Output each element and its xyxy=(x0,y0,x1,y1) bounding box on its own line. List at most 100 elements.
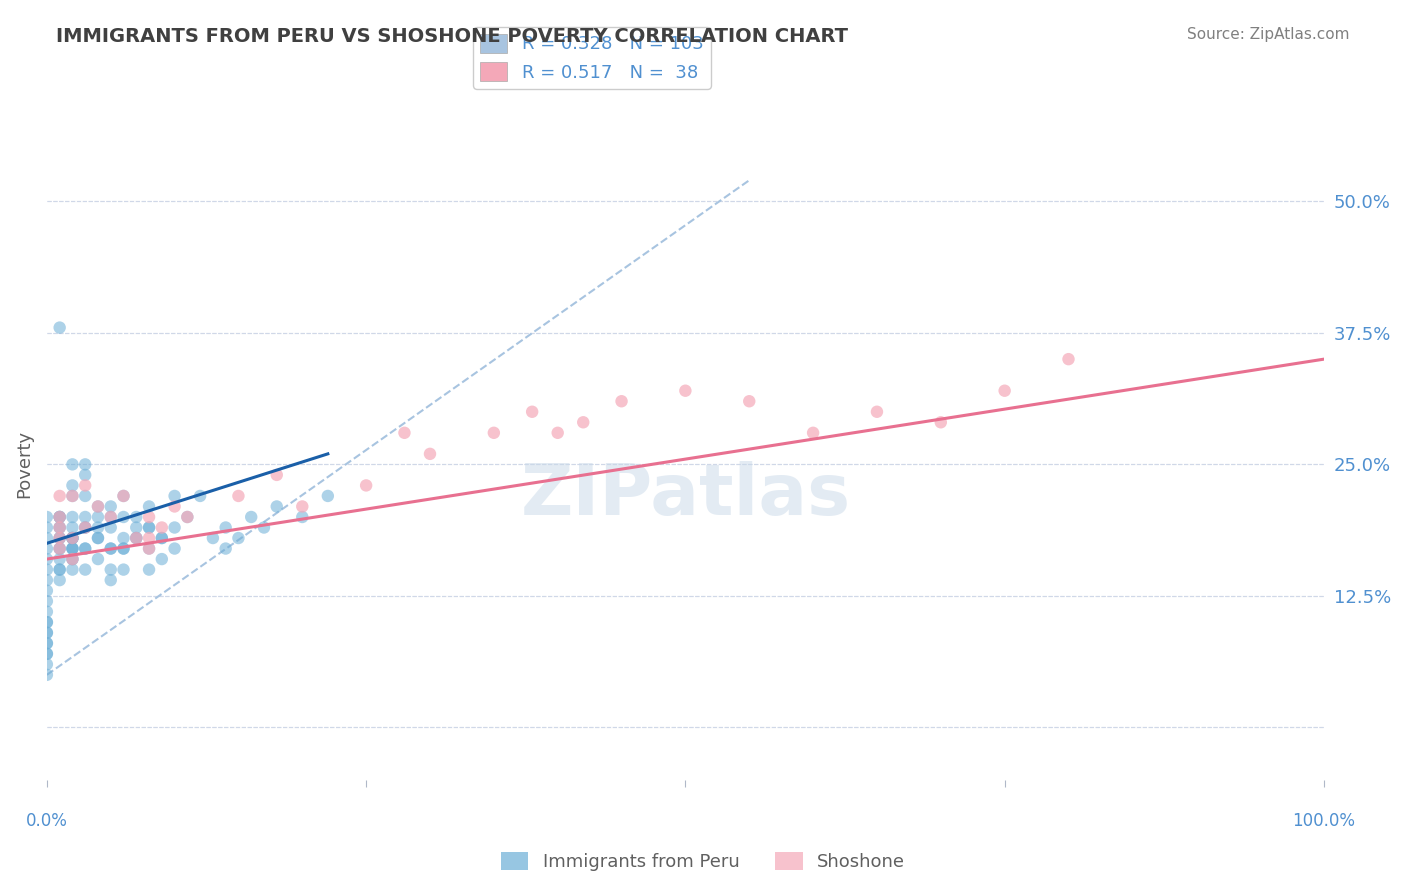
Point xyxy=(62,552,84,566)
Point xyxy=(62,489,84,503)
Point xyxy=(35,625,58,640)
Point xyxy=(100,573,122,587)
Point xyxy=(163,520,186,534)
Point xyxy=(48,320,70,334)
Point xyxy=(87,510,110,524)
Point xyxy=(35,625,58,640)
Point xyxy=(62,541,84,556)
Point xyxy=(150,531,173,545)
Point xyxy=(62,531,84,545)
Point xyxy=(100,510,122,524)
Point xyxy=(35,615,58,630)
Text: Source: ZipAtlas.com: Source: ZipAtlas.com xyxy=(1187,27,1350,42)
Point xyxy=(75,541,97,556)
Point xyxy=(125,510,148,524)
Point xyxy=(48,520,70,534)
Point xyxy=(87,500,110,514)
Point xyxy=(48,563,70,577)
Point xyxy=(138,520,160,534)
Point xyxy=(75,520,97,534)
Point xyxy=(62,541,84,556)
Point xyxy=(62,520,84,534)
Point xyxy=(112,541,135,556)
Point xyxy=(138,541,160,556)
Point xyxy=(291,500,314,514)
Point xyxy=(112,563,135,577)
Point xyxy=(48,531,70,545)
Point xyxy=(215,520,238,534)
Point xyxy=(188,489,211,503)
Point xyxy=(62,541,84,556)
Point xyxy=(138,520,160,534)
Point xyxy=(138,500,160,514)
Point xyxy=(62,552,84,566)
Point xyxy=(125,520,148,534)
Point xyxy=(48,531,70,545)
Point xyxy=(994,384,1017,398)
Point xyxy=(253,520,276,534)
Point xyxy=(520,405,543,419)
Point xyxy=(100,520,122,534)
Point xyxy=(354,478,377,492)
Text: ZIPatlas: ZIPatlas xyxy=(520,461,851,531)
Point xyxy=(163,489,186,503)
Point xyxy=(35,594,58,608)
Text: 0.0%: 0.0% xyxy=(25,812,67,830)
Point xyxy=(150,531,173,545)
Point xyxy=(48,489,70,503)
Point xyxy=(48,510,70,524)
Point xyxy=(394,425,416,440)
Point xyxy=(929,415,952,429)
Point xyxy=(112,531,135,545)
Point xyxy=(48,510,70,524)
Point xyxy=(35,520,58,534)
Point xyxy=(87,552,110,566)
Y-axis label: Poverty: Poverty xyxy=(15,430,32,499)
Point xyxy=(75,458,97,472)
Point xyxy=(201,531,224,545)
Point xyxy=(48,573,70,587)
Point xyxy=(62,489,84,503)
Point xyxy=(48,552,70,566)
Point xyxy=(112,489,135,503)
Point xyxy=(75,520,97,534)
Point xyxy=(48,510,70,524)
Text: 100.0%: 100.0% xyxy=(1292,812,1355,830)
Point xyxy=(62,510,84,524)
Point xyxy=(87,531,110,545)
Legend: Immigrants from Peru, Shoshone: Immigrants from Peru, Shoshone xyxy=(494,845,912,879)
Point xyxy=(572,415,595,429)
Point xyxy=(266,467,288,482)
Point xyxy=(150,552,173,566)
Point xyxy=(240,510,263,524)
Point xyxy=(291,510,314,524)
Point xyxy=(125,531,148,545)
Point xyxy=(100,541,122,556)
Point xyxy=(87,500,110,514)
Point xyxy=(482,425,505,440)
Point xyxy=(35,647,58,661)
Point xyxy=(228,531,250,545)
Point xyxy=(610,394,633,409)
Point xyxy=(125,531,148,545)
Point xyxy=(866,405,889,419)
Point xyxy=(35,605,58,619)
Point xyxy=(75,467,97,482)
Point xyxy=(35,668,58,682)
Point xyxy=(62,531,84,545)
Point xyxy=(35,573,58,587)
Point xyxy=(35,657,58,672)
Point xyxy=(266,500,288,514)
Point xyxy=(35,636,58,650)
Point xyxy=(48,541,70,556)
Point xyxy=(48,541,70,556)
Point xyxy=(176,510,198,524)
Point xyxy=(316,489,339,503)
Point xyxy=(62,531,84,545)
Legend: R = 0.328   N = 103, R = 0.517   N =  38: R = 0.328 N = 103, R = 0.517 N = 38 xyxy=(472,27,710,89)
Point xyxy=(100,563,122,577)
Point xyxy=(150,520,173,534)
Point xyxy=(35,615,58,630)
Point xyxy=(48,520,70,534)
Point xyxy=(48,520,70,534)
